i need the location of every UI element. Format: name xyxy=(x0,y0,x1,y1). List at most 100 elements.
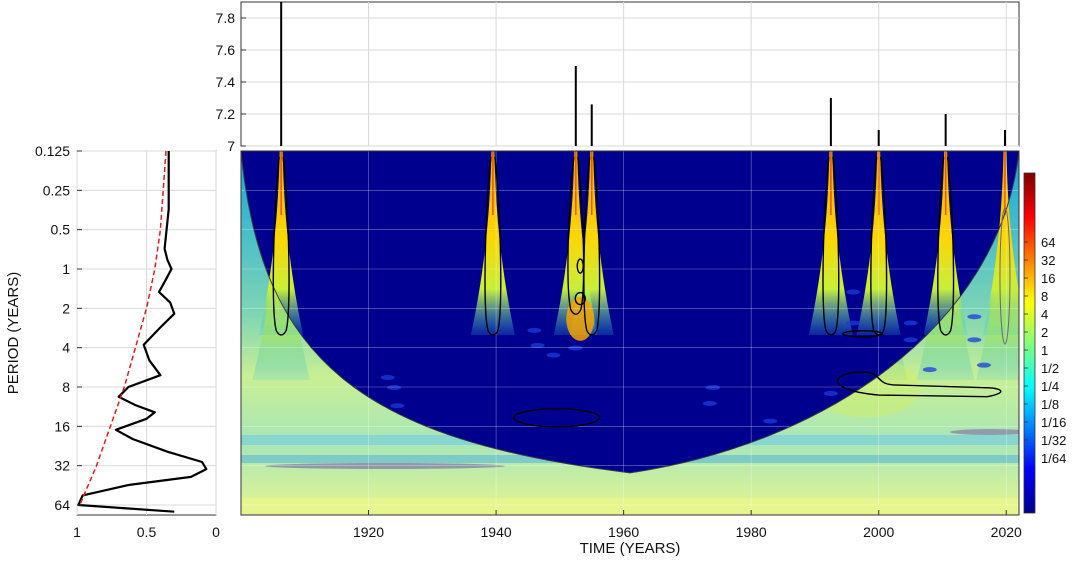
global-spectrum-grid xyxy=(76,150,217,515)
period-tick-label: 2 xyxy=(62,300,70,316)
heatmap-band xyxy=(950,429,1019,435)
time-series-frame xyxy=(240,1,1020,147)
heatmap-minima xyxy=(380,289,991,424)
time-tick-label: 1920 xyxy=(353,524,384,540)
time-series-grid xyxy=(241,2,1019,147)
heatmap-band xyxy=(265,463,505,469)
colorbar-gradient xyxy=(1023,172,1036,514)
colorbar-tick-label: 1/16 xyxy=(1041,415,1066,430)
power-minimum xyxy=(967,337,982,343)
power-minimum xyxy=(705,385,720,391)
power-minimum xyxy=(967,314,982,320)
power-minimum xyxy=(380,375,395,381)
time-series-tick-label: 7.6 xyxy=(216,42,236,58)
plume-core xyxy=(923,151,968,335)
time-axis-label: TIME (YEARS) xyxy=(580,540,681,557)
plume-core xyxy=(259,151,304,335)
power-minimum xyxy=(390,403,405,409)
heatmap-frame xyxy=(240,150,1020,516)
colorbar-tick-label: 1 xyxy=(1041,343,1048,358)
global-spectrum-curve xyxy=(77,151,208,513)
global-spectrum-lines xyxy=(77,151,208,513)
power-minimum xyxy=(922,367,937,373)
significance-contour xyxy=(567,156,585,315)
colorbar-tick-label: 64 xyxy=(1041,235,1055,250)
power-minimum xyxy=(530,342,545,348)
power-tick-label: 0 xyxy=(212,524,220,540)
significance-contours xyxy=(272,156,1011,428)
time-series-ticks: 7 7.2 7.4 7.6 7.8 xyxy=(216,10,246,154)
time-tick-label: 1940 xyxy=(481,524,512,540)
power-minimum xyxy=(546,352,561,358)
colorbar-tick-label: 1/8 xyxy=(1041,397,1059,412)
time-series-bars xyxy=(280,2,1006,146)
power-minimum xyxy=(903,337,918,343)
colorbar: 64 32 16 8 4 2 1 1/2 1/4 1/8 1/16 1/32 1/64 xyxy=(1023,172,1066,514)
power-tick-label: 0.5 xyxy=(137,524,157,540)
time-tick-label: 2020 xyxy=(991,524,1022,540)
power-minimum xyxy=(763,418,778,424)
significance-contour xyxy=(937,156,955,336)
significance-contour xyxy=(836,371,1002,398)
power-minimum xyxy=(976,362,991,368)
significance-contour xyxy=(484,156,502,336)
time-series-tick-label: 7.2 xyxy=(216,106,236,122)
power-minimum xyxy=(903,320,918,326)
period-tick-label: 8 xyxy=(62,379,70,395)
heatmap-band xyxy=(241,498,1019,515)
time-series-tick-label: 7 xyxy=(227,138,235,154)
plume-core xyxy=(569,151,614,335)
colorbar-ticks: 64 32 16 8 4 2 1 1/2 1/4 1/8 1/16 1/32 1/64 xyxy=(1024,235,1066,466)
period-axis-label: PERIOD (YEARS) xyxy=(5,272,22,395)
colorbar-tick-label: 1/2 xyxy=(1041,361,1059,376)
significance-contour xyxy=(583,156,601,336)
power-minimum xyxy=(823,390,838,396)
wavelet-heatmap-panel: 1920 1940 1960 1980 2000 2020 TIME (YEARS) xyxy=(240,150,1022,557)
time-series-tick-label: 7.4 xyxy=(216,74,236,90)
power-tick-label: 1 xyxy=(73,524,81,540)
heatmap-grid xyxy=(241,151,1019,515)
colorbar-tick-label: 1/4 xyxy=(1041,379,1059,394)
significance-contour xyxy=(272,156,290,336)
significance-contour xyxy=(822,156,840,336)
plume-core xyxy=(808,151,853,335)
time-tick-label: 2000 xyxy=(863,524,894,540)
power-minimum xyxy=(387,385,402,391)
plume-core xyxy=(470,151,515,335)
power-minimum xyxy=(702,401,717,407)
time-series-tick-label: 7.8 xyxy=(216,10,236,26)
period-tick-label: 0.125 xyxy=(35,143,70,159)
colorbar-tick-label: 8 xyxy=(1041,289,1048,304)
colorbar-tick-label: 32 xyxy=(1041,253,1055,268)
period-tick-label: 4 xyxy=(62,340,70,356)
colorbar-tick-label: 1/32 xyxy=(1041,433,1066,448)
time-tick-label: 1980 xyxy=(736,524,767,540)
colorbar-tick-label: 2 xyxy=(1041,325,1048,340)
period-tick-label: 1 xyxy=(62,261,70,277)
period-tick-label: 32 xyxy=(54,458,70,474)
significance-contour xyxy=(842,330,884,338)
plume-cores xyxy=(259,151,1019,341)
significance-contour xyxy=(576,258,584,274)
time-series-panel: 7 7.2 7.4 7.6 7.8 xyxy=(216,1,1020,154)
plume-core xyxy=(856,151,901,335)
heatmap-ticks: 1920 1940 1960 1980 2000 2020 xyxy=(353,510,1022,540)
significance-contour xyxy=(999,207,1011,345)
power-minimum xyxy=(846,289,861,295)
period-tick-label: 0.25 xyxy=(43,182,70,198)
period-tick-label: 64 xyxy=(54,497,70,513)
time-tick-label: 1960 xyxy=(608,524,639,540)
power-minimum xyxy=(568,345,583,351)
colorbar-tick-label: 1/64 xyxy=(1041,451,1066,466)
period-tick-label: 16 xyxy=(54,418,70,434)
power-minimum xyxy=(527,327,542,333)
significance-contour xyxy=(512,407,601,428)
significance-curve xyxy=(79,151,167,506)
colorbar-tick-label: 4 xyxy=(1041,307,1048,322)
period-tick-label: 0.5 xyxy=(51,222,71,238)
colorbar-tick-label: 16 xyxy=(1041,271,1055,286)
